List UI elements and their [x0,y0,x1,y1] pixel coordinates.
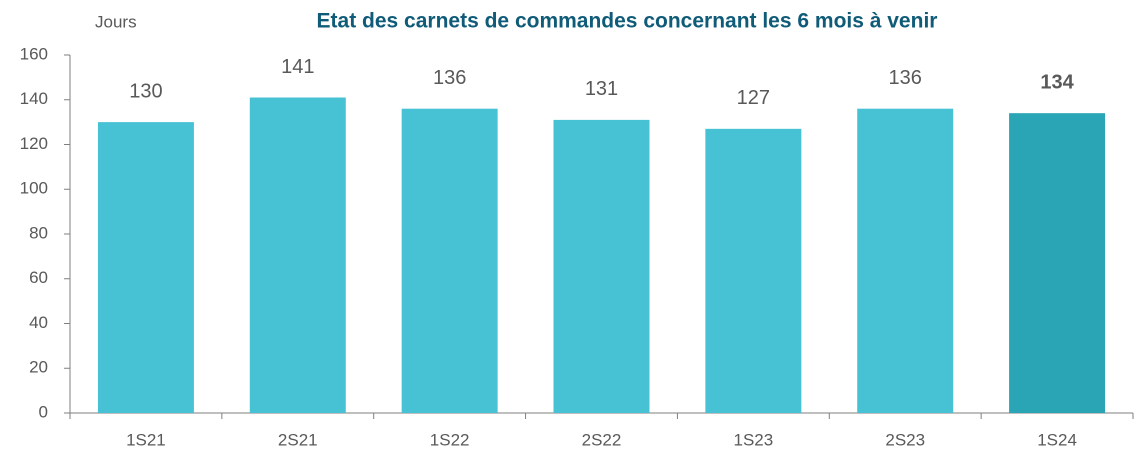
x-tick-label: 2S23 [885,430,925,449]
value-label: 141 [281,56,314,78]
value-label: 127 [737,87,770,109]
x-tick-label: 1S21 [126,430,166,449]
bar [1009,113,1106,414]
bar [97,122,194,413]
y-tick-label: 0 [39,402,48,421]
y-tick-label: 120 [20,134,48,153]
value-label: 134 [1040,71,1074,93]
y-tick-label: 80 [29,223,48,242]
bar [249,97,346,413]
x-tick-label: 2S21 [278,430,318,449]
bar [705,128,802,413]
x-tick-label: 1S23 [734,430,774,449]
x-tick-label: 2S22 [582,430,622,449]
y-tick-label: 40 [29,313,48,332]
value-label: 130 [129,80,162,102]
value-label: 136 [433,67,466,89]
chart-title: Etat des carnets de commandes concernant… [317,10,938,33]
y-tick-label: 100 [20,179,48,198]
x-tick-label: 1S24 [1037,430,1077,449]
value-label: 131 [585,78,618,100]
x-tick-label: 1S22 [430,430,470,449]
y-tick-label: 160 [20,44,48,63]
bar [401,108,498,413]
bar [553,119,650,413]
y-tick-label: 140 [20,89,48,108]
value-label: 136 [889,67,922,89]
bar [857,108,954,413]
y-tick-label: 20 [29,358,48,377]
y-axis-label: Jours [95,12,137,31]
y-tick-label: 60 [29,268,48,287]
